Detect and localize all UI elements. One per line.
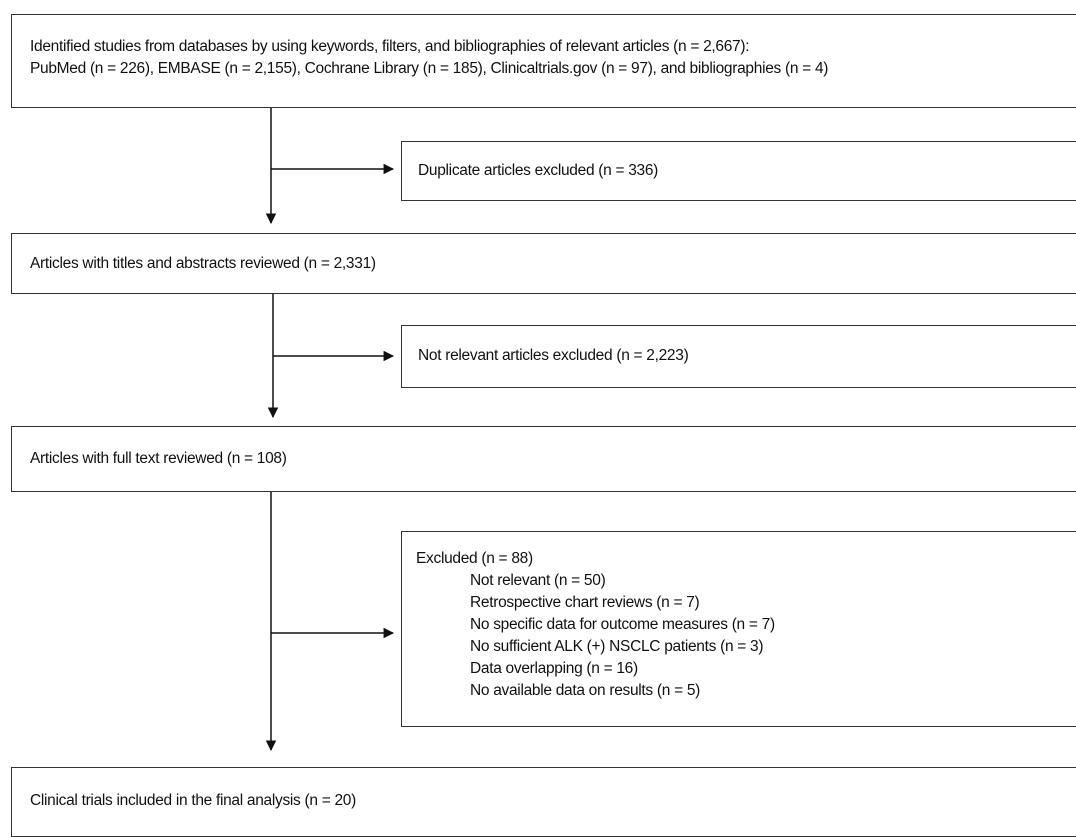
identified-line-2: PubMed (n = 226), EMBASE (n = 2,155), Co… <box>30 60 829 77</box>
included-trials-text: Clinical trials included in the final an… <box>30 792 356 809</box>
screened-articles-box: Articles with titles and abstracts revie… <box>11 233 1076 294</box>
identified-studies-box: Identified studies from databases by usi… <box>11 14 1076 108</box>
screened-articles-text: Articles with titles and abstracts revie… <box>30 255 376 272</box>
exclusion-reason: Retrospective chart reviews (n = 7) <box>470 594 700 611</box>
full-text-reviewed-box: Articles with full text reviewed (n = 10… <box>11 426 1076 492</box>
identified-line-1: Identified studies from databases by usi… <box>30 38 750 55</box>
exclusion-reason: Data overlapping (n = 16) <box>470 660 638 677</box>
full-text-reviewed-text: Articles with full text reviewed (n = 10… <box>30 450 287 467</box>
duplicates-excluded-box: Duplicate articles excluded (n = 336) <box>401 141 1076 201</box>
included-trials-box: Clinical trials included in the final an… <box>11 767 1076 837</box>
excluded-reasons-box: Excluded (n = 88) Not relevant (n = 50) … <box>401 531 1076 727</box>
not-relevant-excluded-box: Not relevant articles excluded (n = 2,22… <box>401 325 1076 388</box>
not-relevant-excluded-text: Not relevant articles excluded (n = 2,22… <box>418 347 689 364</box>
exclusion-reason: Not relevant (n = 50) <box>470 572 606 589</box>
exclusion-reason: No available data on results (n = 5) <box>470 682 701 699</box>
exclusion-reason: No specific data for outcome measures (n… <box>470 616 775 633</box>
exclusion-reason: No sufficient ALK (+) NSCLC patients (n … <box>470 638 764 655</box>
excluded-title: Excluded (n = 88) <box>416 550 533 567</box>
duplicates-excluded-text: Duplicate articles excluded (n = 336) <box>418 162 659 179</box>
